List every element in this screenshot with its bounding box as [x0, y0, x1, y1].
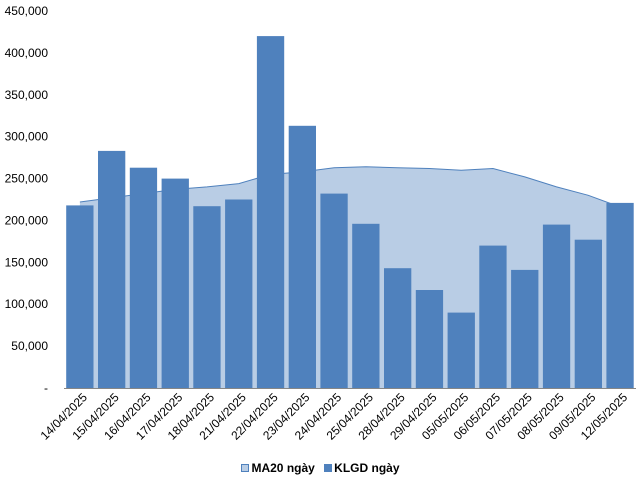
legend-swatch-ma20 — [241, 464, 250, 472]
klgd-bar — [288, 125, 316, 389]
klgd-bar — [574, 239, 602, 388]
y-tick-label: 400,000 — [5, 46, 49, 60]
klgd-bar — [479, 245, 507, 388]
y-tick-label: 100,000 — [5, 297, 49, 311]
klgd-bar — [415, 290, 444, 388]
y-tick-label: 450,000 — [5, 4, 49, 18]
legend-swatch-klgd — [324, 464, 333, 472]
klgd-bar — [129, 167, 158, 388]
y-tick-label: 200,000 — [5, 213, 49, 227]
y-tick-label: 50,000 — [11, 339, 48, 353]
klgd-bar — [66, 205, 94, 388]
x-axis-ticks: 14/04/202515/04/202516/04/202517/04/2025… — [38, 390, 631, 443]
klgd-bar — [193, 206, 221, 388]
klgd-bar-layer — [66, 36, 634, 389]
klgd-bar — [161, 178, 189, 388]
klgd-bar — [606, 202, 634, 388]
y-tick-label: 250,000 — [5, 172, 49, 186]
klgd-bar — [98, 150, 126, 388]
klgd-bar — [320, 193, 348, 388]
ma20-area-layer — [79, 166, 621, 388]
klgd-bar — [256, 36, 285, 388]
klgd-bar — [511, 269, 539, 388]
legend-item-klgd: KLGD ngày — [324, 461, 400, 475]
klgd-bar — [352, 223, 380, 388]
klgd-bar — [384, 268, 412, 388]
klgd-bar — [447, 312, 475, 388]
y-tick-label: 150,000 — [5, 255, 49, 269]
legend: MA20 ngày KLGD ngày — [0, 461, 641, 475]
klgd-bar — [542, 224, 571, 388]
legend-item-ma20: MA20 ngày — [241, 461, 315, 475]
y-tick-label: - — [44, 381, 48, 395]
legend-label-ma20: MA20 ngày — [251, 461, 315, 475]
y-axis-ticks: - 50,000 100,000 150,000 200,000 250,000 300,0… — [5, 4, 49, 395]
klgd-bar — [225, 199, 253, 388]
y-tick-label: 350,000 — [5, 88, 49, 102]
legend-label-klgd: KLGD ngày — [334, 461, 400, 475]
y-tick-label: 300,000 — [5, 130, 49, 144]
ma20-area — [79, 166, 621, 388]
